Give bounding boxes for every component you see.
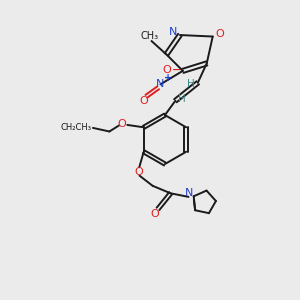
Text: O: O — [215, 29, 224, 39]
Text: H: H — [187, 79, 195, 89]
Text: H: H — [178, 94, 186, 104]
Text: N: N — [185, 188, 193, 198]
Text: O: O — [163, 65, 171, 75]
Text: −: − — [172, 65, 181, 75]
Text: N: N — [156, 79, 165, 89]
Text: +: + — [164, 73, 172, 83]
Text: CH₃: CH₃ — [141, 31, 159, 40]
Text: O: O — [134, 167, 143, 177]
Text: O: O — [139, 96, 148, 106]
Text: O: O — [118, 119, 126, 129]
Text: CH₂CH₃: CH₂CH₃ — [61, 123, 92, 132]
Text: N: N — [169, 27, 178, 37]
Text: O: O — [151, 208, 159, 219]
